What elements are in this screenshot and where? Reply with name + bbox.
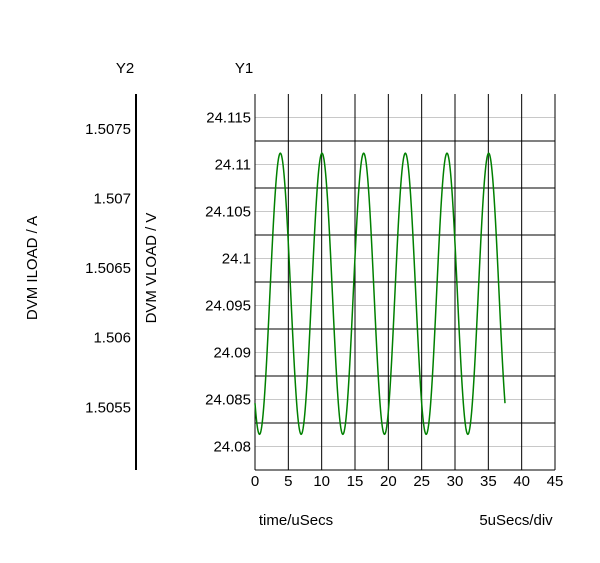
y1-tick-label: 24.085 <box>205 392 251 409</box>
grid-major <box>255 94 556 470</box>
x-tick-label: 35 <box>480 473 497 490</box>
series-line-0 <box>254 152 506 436</box>
y1-tick-label: 24.09 <box>213 345 251 362</box>
y1-tick-label: 24.115 <box>206 110 251 127</box>
x-tick-label: 5 <box>284 473 292 490</box>
y2-tick-label: 1.5075 <box>85 121 131 138</box>
x-tick-label: 30 <box>447 473 464 490</box>
y2-axis-label: DVM ILOAD / A <box>24 216 41 320</box>
x-tick-label: 45 <box>547 473 564 490</box>
x-tick-labels: 0 5 10 15 20 25 30 35 40 45 <box>251 473 564 490</box>
x-scale-note: 5uSecs/div <box>479 512 553 529</box>
x-tick-label: 20 <box>380 473 397 490</box>
y2-tick-label: 1.5065 <box>85 260 131 277</box>
x-tick-label: 40 <box>513 473 530 490</box>
y1-tick-label: 24.105 <box>205 204 251 221</box>
x-tick-label: 15 <box>347 473 364 490</box>
y1-tick-labels: 24.08 24.085 24.09 24.095 24.1 24.105 24.11 24.… <box>205 110 251 456</box>
y2-header: Y2 <box>116 60 134 77</box>
series-layer <box>254 152 506 436</box>
y2-tick-label: 1.5055 <box>85 399 131 416</box>
y1-header: Y1 <box>235 60 253 77</box>
x-tick-label: 0 <box>251 473 259 490</box>
y1-tick-label: 24.11 <box>215 157 251 174</box>
y2-tick-label: 1.507 <box>93 190 131 207</box>
x-tick-label: 10 <box>313 473 330 490</box>
x-axis-label: time/uSecs <box>259 512 333 529</box>
y2-tick-label: 1.506 <box>93 330 131 347</box>
y1-axis-label: DVM VLOAD / V <box>143 213 160 324</box>
y1-tick-label: 24.095 <box>205 298 251 315</box>
grid-minor <box>255 117 555 447</box>
y2-tick-labels: 1.5055 1.506 1.5065 1.507 1.5075 <box>85 121 131 417</box>
y1-tick-label: 24.08 <box>213 439 251 456</box>
y1-tick-label: 24.1 <box>222 251 251 268</box>
x-tick-label: 25 <box>413 473 430 490</box>
